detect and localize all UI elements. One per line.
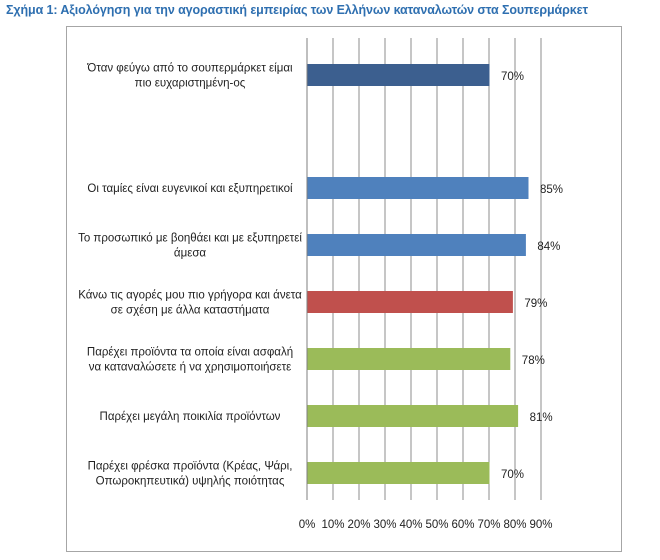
bar: [307, 405, 519, 427]
bar: [307, 234, 526, 256]
bar: [307, 64, 490, 86]
x-tick-label: 30%: [373, 519, 396, 531]
x-tick-label: 90%: [529, 519, 552, 531]
category-label: Το προσωπικό με βοηθάει και με εξυπηρετε…: [78, 233, 302, 260]
x-tick-label: 20%: [347, 519, 370, 531]
x-tick-label: 70%: [477, 519, 500, 531]
bar: [307, 177, 529, 199]
chart-frame: [66, 26, 622, 552]
gridlines: [306, 38, 542, 500]
category-label: Παρέχει προϊόντα τα οποία είναι ασφαλή να…: [87, 347, 293, 374]
x-tick-label: 40%: [399, 519, 422, 531]
value-label: 70%: [501, 71, 524, 83]
category-label: Παρέχει μεγάλη ποικιλία προϊόντων: [100, 411, 281, 423]
value-label: 79%: [524, 298, 547, 310]
x-tick-label: 80%: [503, 519, 526, 531]
value-label: 85%: [540, 184, 563, 196]
value-label: 84%: [537, 241, 560, 253]
category-labels: Όταν φεύγω από το σουπερμάρκετ είμαι πιο …: [78, 63, 302, 488]
category-label: Οι ταμίες είναι ευγενικοί και εξυπηρετικ…: [87, 183, 293, 195]
x-tick-label: 60%: [451, 519, 474, 531]
value-label: 78%: [522, 355, 545, 367]
value-label: 70%: [501, 469, 524, 481]
category-label: Κάνω τις αγορές μου πιο γρήγορα και άνετ…: [78, 290, 302, 317]
value-label: 81%: [530, 412, 553, 424]
bar: [307, 462, 490, 484]
bars: [307, 64, 529, 484]
x-axis-ticks: 0% 10% 20% 30% 40% 50% 60% 70% 80% 90%: [299, 519, 553, 531]
x-tick-label: 50%: [425, 519, 448, 531]
chart-title: Σχήμα 1: Αξιολόγηση για την αγοραστική ε…: [6, 3, 588, 17]
category-label: Παρέχει φρέσκα προϊόντα (Κρέας, Ψάρι, Οπω…: [88, 461, 293, 488]
category-label: Όταν φεύγω από το σουπερμάρκετ είμαι πιο …: [86, 63, 293, 90]
bar: [307, 291, 513, 313]
value-labels: 70% 85% 84% 79% 78% 81% 70%: [501, 71, 563, 481]
bar: [307, 348, 511, 370]
x-tick-label: 10%: [321, 519, 344, 531]
x-tick-label: 0%: [299, 519, 316, 531]
